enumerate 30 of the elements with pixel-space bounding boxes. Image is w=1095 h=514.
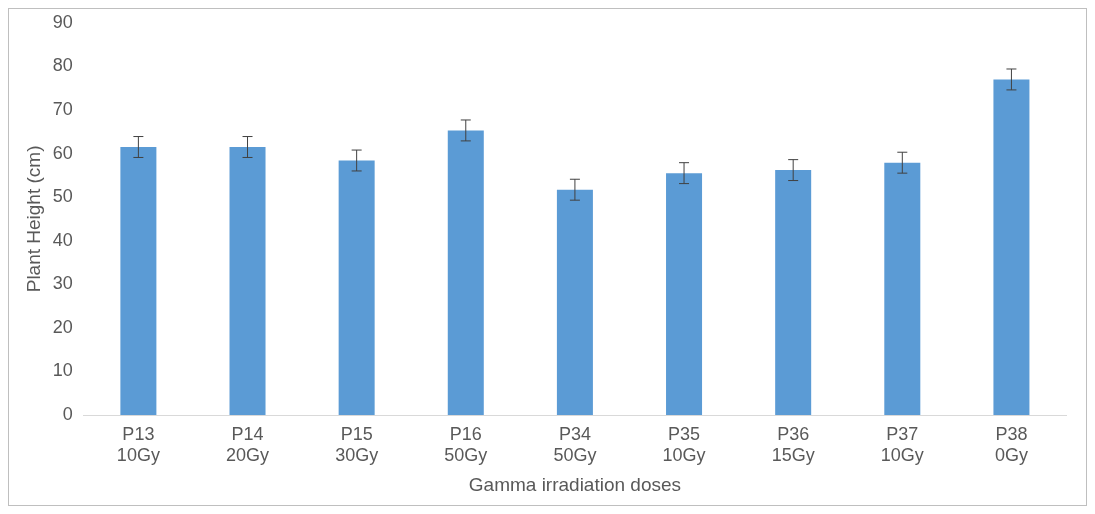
bar: [775, 170, 812, 415]
bar: [666, 173, 703, 415]
x-tick-label: P34 50Gy: [553, 423, 597, 466]
x-tick-label: P37 10Gy: [880, 423, 924, 466]
bar: [338, 160, 375, 415]
y-tick-label: 40: [52, 229, 73, 250]
y-tick-label: 70: [52, 98, 73, 119]
bar: [556, 189, 593, 415]
x-tick-label: P38 0Gy: [994, 423, 1028, 466]
x-tick-label: P13 10Gy: [116, 423, 160, 466]
y-tick-label: 30: [52, 273, 73, 294]
y-axis-title: Plant Height (cm): [22, 145, 44, 293]
bar: [120, 147, 157, 415]
bar: [884, 162, 921, 415]
y-tick-label: 60: [52, 142, 73, 163]
y-tick-label: 10: [52, 360, 73, 381]
y-tick-label: 50: [52, 186, 73, 207]
x-tick-label: P14 20Gy: [226, 423, 270, 466]
bar: [447, 130, 484, 415]
y-tick-label: 0: [62, 403, 73, 424]
x-tick-label: P36 15Gy: [771, 423, 815, 466]
y-tick-label: 20: [52, 316, 73, 337]
x-tick-label: P15 30Gy: [335, 423, 379, 466]
x-tick-label: P16 50Gy: [444, 423, 488, 466]
bar: [229, 147, 266, 415]
x-axis-title: Gamma irradiation doses: [468, 473, 682, 495]
y-tick-label: 90: [52, 11, 73, 32]
x-tick-label: P35 10Gy: [662, 423, 706, 466]
y-tick-label: 80: [52, 55, 73, 76]
bar: [993, 79, 1030, 415]
